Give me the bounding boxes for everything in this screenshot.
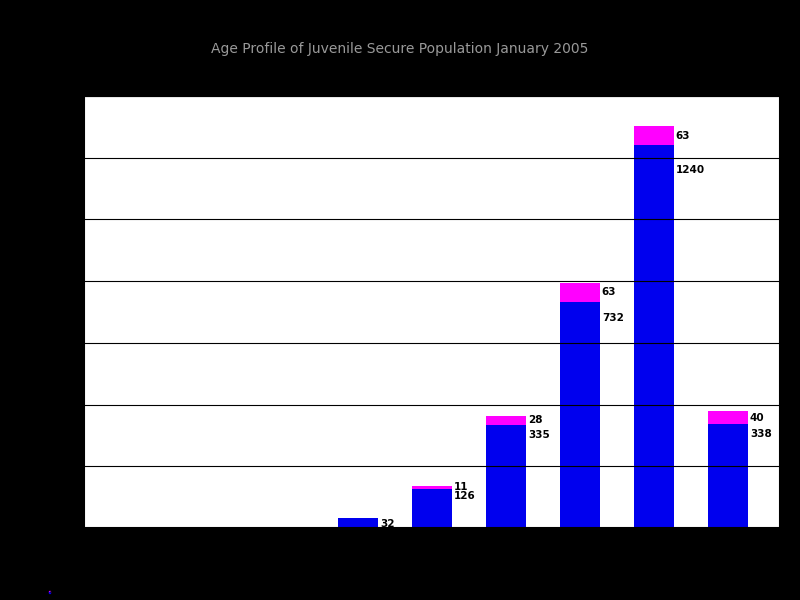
Text: 63: 63: [602, 287, 616, 298]
Text: 40: 40: [750, 413, 765, 422]
Text: 63: 63: [676, 131, 690, 140]
Text: 11: 11: [454, 482, 468, 493]
Bar: [486, 425, 526, 528]
Bar: [634, 126, 674, 145]
Bar: [412, 489, 452, 528]
Bar: [560, 283, 600, 302]
Legend: Female, Male: Female, Male: [49, 590, 55, 593]
Bar: [560, 302, 600, 528]
Text: 1240: 1240: [676, 164, 705, 175]
Bar: [634, 145, 674, 528]
Bar: [708, 412, 748, 424]
Text: 28: 28: [528, 415, 542, 425]
Text: Age Profile of Juvenile Secure Population January 2005: Age Profile of Juvenile Secure Populatio…: [211, 42, 589, 56]
Text: 732: 732: [602, 313, 624, 323]
Text: 126: 126: [454, 491, 475, 501]
Bar: [412, 486, 452, 489]
Bar: [708, 424, 748, 528]
Bar: [486, 416, 526, 425]
Text: 338: 338: [750, 429, 771, 439]
Text: 335: 335: [528, 430, 550, 440]
Bar: [338, 518, 378, 528]
Text: 32: 32: [380, 518, 394, 529]
